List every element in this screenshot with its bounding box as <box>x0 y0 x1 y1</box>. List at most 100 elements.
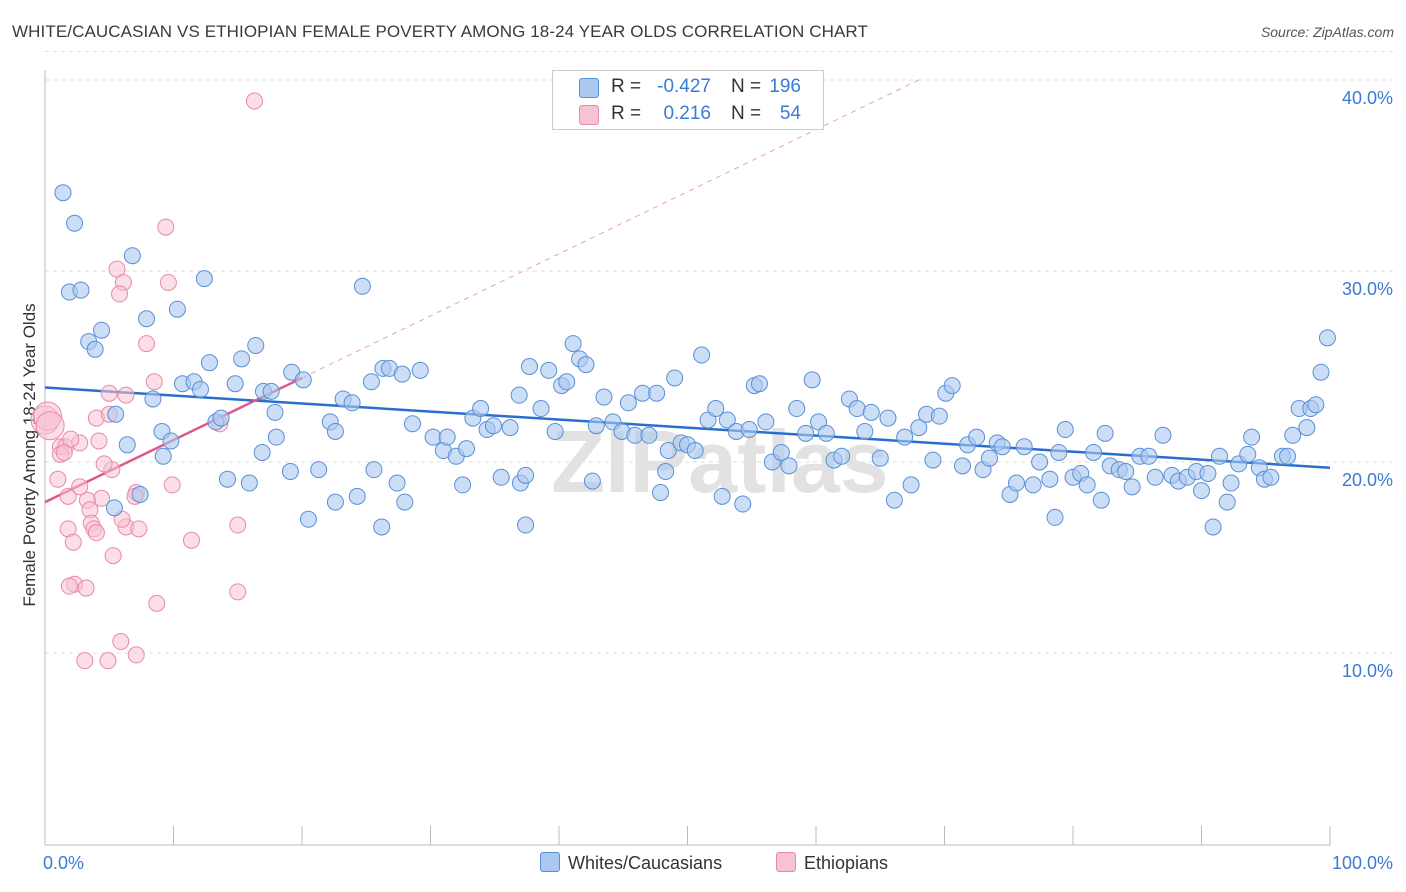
ethiopians-point <box>148 594 166 612</box>
whites-point <box>492 468 510 486</box>
whites-point <box>1041 470 1059 488</box>
ethiopians-points <box>30 92 263 670</box>
whites-point <box>657 463 675 481</box>
ethiopians-point <box>90 432 108 450</box>
whites-point <box>162 432 180 450</box>
y-tick-label: 20.0% <box>1342 470 1393 490</box>
whites-point <box>1199 464 1217 482</box>
legend-swatch-pink <box>776 852 796 872</box>
axes <box>44 70 1331 846</box>
whites-point <box>707 400 725 418</box>
whites-point <box>1154 426 1172 444</box>
whites-point <box>856 422 874 440</box>
whites-point <box>532 400 550 418</box>
ethiopians-point <box>138 335 156 353</box>
ethiopians-point <box>159 273 177 291</box>
ethiopians-point <box>76 652 94 670</box>
whites-point <box>564 335 582 353</box>
whites-point <box>902 476 920 494</box>
whites-point <box>226 375 244 393</box>
whites-point <box>1204 518 1222 536</box>
whites-point <box>138 310 156 328</box>
whites-point <box>93 321 111 339</box>
whites-point <box>1085 443 1103 461</box>
whites-point <box>1210 447 1228 465</box>
whites-point <box>218 470 236 488</box>
whites-point <box>1046 508 1064 526</box>
whites-point <box>1092 491 1110 509</box>
whites-point <box>634 384 652 402</box>
whites-point <box>740 421 758 439</box>
whites-point <box>326 493 344 511</box>
source-label: Source: ZipAtlas.com <box>1260 24 1394 40</box>
whites-point <box>517 466 535 484</box>
ethiopians-point <box>95 455 113 473</box>
whites-point <box>118 436 136 454</box>
whites-point <box>107 405 125 423</box>
whites-point <box>980 449 998 467</box>
ethiopians-point <box>163 476 181 494</box>
whites-point <box>1218 493 1236 511</box>
whites-point <box>713 487 731 505</box>
whites-point <box>240 474 258 492</box>
r-value: -0.427 <box>657 76 711 97</box>
whites-point <box>1050 443 1068 461</box>
whites-point <box>105 499 123 517</box>
whites-point <box>546 422 564 440</box>
ethiopians-point <box>112 633 130 651</box>
ethiopians-point <box>100 384 118 402</box>
whites-point <box>577 356 595 374</box>
whites-point <box>510 386 528 404</box>
whites-point <box>871 449 889 467</box>
n-value: 196 <box>769 76 801 97</box>
whites-trend-line <box>44 386 1331 469</box>
whites-point <box>195 270 213 288</box>
whites-point <box>1239 445 1257 463</box>
grid-lines <box>45 50 1395 654</box>
r-label: R = <box>611 103 642 124</box>
whites-point <box>1140 447 1158 465</box>
whites-point <box>943 377 961 395</box>
whites-point <box>924 451 942 469</box>
whites-point <box>343 394 361 412</box>
whites-point <box>144 390 162 408</box>
whites-point <box>517 516 535 534</box>
whites-point <box>131 485 149 503</box>
ethiopians-point <box>35 411 65 441</box>
x-tick-label: 0.0% <box>43 853 84 873</box>
whites-point <box>326 422 344 440</box>
whites-point <box>373 518 391 536</box>
whites-point <box>587 417 605 435</box>
whites-point <box>365 461 383 479</box>
whites-point <box>404 415 422 433</box>
legend-label-ethiopians: Ethiopians <box>804 853 889 873</box>
whites-point <box>1123 478 1141 496</box>
r-label: R = <box>611 76 642 97</box>
whites-point <box>472 400 490 418</box>
ethiopians-point <box>182 531 200 549</box>
tick-labels: 10.0% 20.0% 30.0% 40.0% 0.0% 100.0% <box>43 88 1393 873</box>
whites-point <box>1056 421 1074 439</box>
whites-point <box>1312 363 1330 381</box>
whites-point <box>619 394 637 412</box>
whites-point <box>993 438 1011 456</box>
whites-point <box>457 440 475 458</box>
whites-point <box>200 354 218 372</box>
whites-point <box>168 300 186 318</box>
whites-point <box>583 472 601 490</box>
ethiopians-point <box>127 646 145 664</box>
r-value: 0.216 <box>663 103 711 124</box>
n-value: 54 <box>779 103 801 124</box>
ethiopians-point <box>111 285 129 303</box>
whites-point <box>666 369 684 387</box>
whites-point <box>910 419 928 437</box>
whites-point <box>348 487 366 505</box>
whites-point <box>266 403 284 421</box>
ethiopians-point <box>229 516 247 534</box>
whites-point <box>1096 424 1114 442</box>
whites-point <box>267 428 285 446</box>
whites-point <box>1298 419 1316 437</box>
ethiopians-point <box>104 547 122 565</box>
legend-item-ethiopians: Ethiopians <box>776 852 888 874</box>
